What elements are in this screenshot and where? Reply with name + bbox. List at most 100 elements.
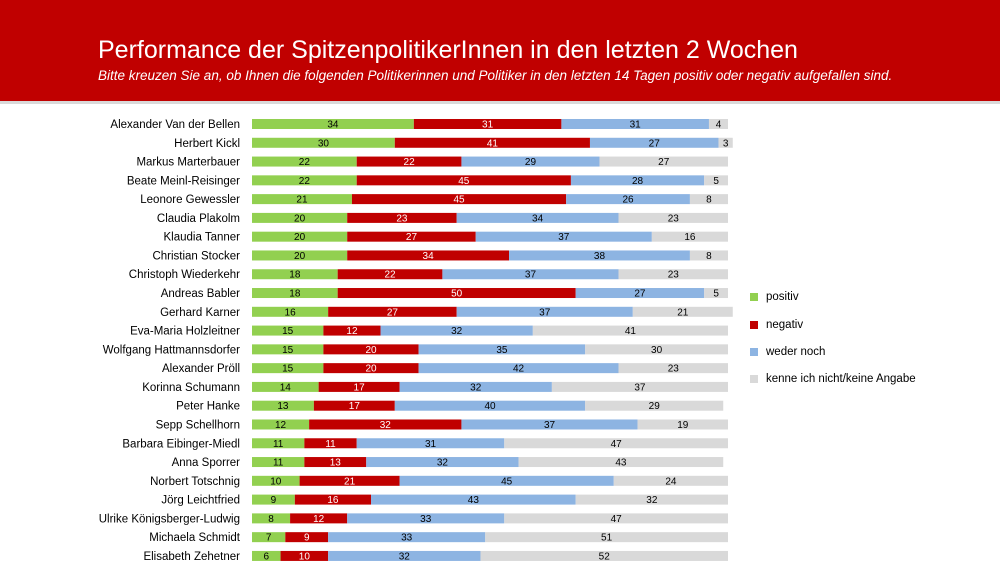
- data-label: 30: [318, 138, 330, 149]
- data-label: 35: [496, 345, 508, 356]
- category-label: Barbara Eibinger-Miedl: [122, 438, 240, 450]
- category-label: Elisabeth Zehetner: [143, 551, 240, 563]
- bar-segment-negativ: [304, 457, 367, 468]
- data-label: 30: [651, 345, 663, 356]
- category-label: Michaela Schmidt: [149, 532, 241, 544]
- bar-segment-kenne-ich-nicht-keine-angabe: [532, 325, 728, 336]
- bar-segment-negativ: [313, 400, 395, 411]
- data-label: 34: [423, 251, 435, 262]
- data-label: 18: [289, 289, 301, 300]
- data-label: 5: [713, 289, 719, 300]
- bar-segment-kenne-ich-nicht-keine-angabe: [518, 457, 724, 468]
- data-label: 9: [304, 533, 310, 544]
- data-label: 50: [451, 289, 463, 300]
- data-label: 20: [365, 364, 377, 375]
- bar-segment-kenne-ich-nicht-keine-angabe: [618, 363, 728, 374]
- bar-segment-positiv: [252, 250, 348, 261]
- data-label: 32: [470, 382, 482, 393]
- bar-segment-weder-noch: [347, 513, 505, 524]
- data-label: 23: [396, 213, 408, 224]
- bar-segment-positiv: [252, 532, 286, 543]
- bar-segment-kenne-ich-nicht-keine-angabe: [718, 137, 733, 148]
- data-label: 32: [437, 458, 449, 469]
- legend-item: negativ: [750, 319, 803, 331]
- bar-segment-kenne-ich-nicht-keine-angabe: [480, 550, 728, 561]
- data-label: 43: [615, 458, 627, 469]
- data-label: 6: [263, 551, 269, 562]
- bar-segment-negativ: [318, 381, 400, 392]
- data-label: 37: [634, 382, 646, 393]
- data-label: 34: [327, 120, 339, 131]
- data-label: 37: [558, 232, 570, 243]
- bar-segment-kenne-ich-nicht-keine-angabe: [704, 288, 728, 299]
- bar-segment-weder-noch: [566, 194, 690, 205]
- data-label: 47: [611, 439, 623, 450]
- data-label: 20: [294, 213, 306, 224]
- bar-segment-positiv: [252, 156, 357, 167]
- data-label: 16: [684, 232, 696, 243]
- data-label: 7: [266, 533, 272, 544]
- bar-segment-positiv: [252, 194, 352, 205]
- data-label: 10: [299, 551, 311, 562]
- data-label: 3: [723, 138, 729, 149]
- bar-segment-kenne-ich-nicht-keine-angabe: [637, 419, 728, 430]
- bar-segment-kenne-ich-nicht-keine-angabe: [632, 306, 733, 317]
- bar-segment-kenne-ich-nicht-keine-angabe: [551, 381, 728, 392]
- data-label: 17: [354, 382, 366, 393]
- data-label: 26: [622, 195, 634, 206]
- category-label: Eva-Maria Holzleitner: [130, 326, 240, 338]
- data-label: 13: [330, 458, 342, 469]
- bar-segment-positiv: [252, 363, 324, 374]
- bar-segment-kenne-ich-nicht-keine-angabe: [599, 156, 728, 167]
- data-label: 37: [544, 420, 556, 431]
- bar-segment-weder-noch: [475, 231, 652, 242]
- data-label: 28: [632, 176, 644, 187]
- data-label: 11: [273, 439, 284, 450]
- data-label: 17: [349, 401, 361, 412]
- bar-segment-positiv: [252, 119, 414, 129]
- data-label: 12: [275, 420, 287, 431]
- bar-segment-negativ: [309, 419, 462, 430]
- data-label: 16: [285, 307, 297, 318]
- data-label: 33: [401, 533, 413, 544]
- data-label: 23: [668, 270, 680, 281]
- bar-segment-positiv: [252, 513, 291, 524]
- bar-segment-positiv: [252, 419, 310, 430]
- data-label: 15: [282, 364, 294, 375]
- bar-segment-negativ: [337, 288, 576, 299]
- data-label: 37: [539, 307, 551, 318]
- bar-segment-weder-noch: [442, 269, 619, 280]
- legend-item: positiv: [750, 291, 799, 303]
- bar-segment-weder-noch: [418, 363, 619, 374]
- bar-segment-weder-noch: [399, 381, 552, 392]
- legend-label: weder noch: [766, 346, 826, 358]
- data-label: 10: [270, 476, 282, 487]
- category-label: Sepp Schellhorn: [156, 419, 240, 431]
- bar-segment-kenne-ich-nicht-keine-angabe: [618, 212, 728, 223]
- bar-segment-negativ: [290, 513, 348, 524]
- category-label: Beate Meinl-Reisinger: [127, 175, 240, 187]
- data-label: 52: [599, 551, 611, 562]
- bar-segment-kenne-ich-nicht-keine-angabe: [504, 513, 728, 524]
- bar-segment-kenne-ich-nicht-keine-angabe: [618, 269, 728, 280]
- header-banner: [0, 0, 1000, 101]
- data-label: 21: [296, 195, 308, 206]
- bar-segment-kenne-ich-nicht-keine-angabe: [504, 438, 728, 449]
- bar-segment-kenne-ich-nicht-keine-angabe: [689, 194, 728, 205]
- bar-segment-negativ: [356, 175, 571, 186]
- data-label: 21: [677, 307, 689, 318]
- legend-swatch: [750, 375, 758, 383]
- bar-segment-weder-noch: [461, 419, 638, 430]
- data-label: 33: [420, 514, 432, 525]
- category-label: Markus Marterbauer: [136, 157, 240, 169]
- bar-segment-kenne-ich-nicht-keine-angabe: [585, 400, 724, 411]
- data-label: 38: [594, 251, 606, 262]
- bar-segment-weder-noch: [561, 119, 709, 129]
- category-label: Korinna Schumann: [142, 382, 240, 394]
- bar-segment-weder-noch: [456, 212, 619, 223]
- data-label: 11: [273, 458, 284, 469]
- category-label: Peter Hanke: [176, 401, 240, 413]
- bar-segment-kenne-ich-nicht-keine-angabe: [613, 475, 728, 486]
- data-label: 47: [611, 514, 623, 525]
- data-label: 22: [404, 157, 416, 168]
